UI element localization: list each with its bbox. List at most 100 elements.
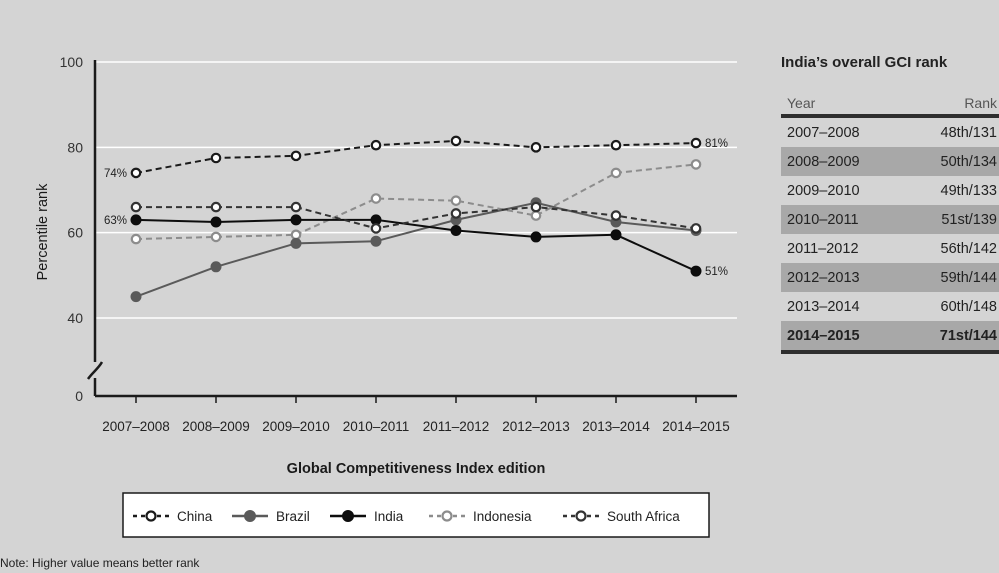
series-line-india <box>135 218 697 272</box>
data-point-china <box>450 135 462 147</box>
x-tick-label: 2007–2008 <box>102 419 170 434</box>
data-point-brazil <box>210 261 222 273</box>
rank-table-row: 2013–2014 60th/148 <box>781 292 999 321</box>
y-tick-label: 40 <box>67 310 83 326</box>
rank-value: 50th/134 <box>940 153 997 170</box>
data-point-south-africa <box>130 201 142 213</box>
y-tick-label: 60 <box>67 225 83 241</box>
x-tick-label: 2012–2013 <box>502 419 570 434</box>
data-point-india <box>210 216 222 228</box>
rank-table-row: 2009–2010 49th/133 <box>781 176 999 205</box>
rank-year: 2012–2013 <box>787 269 860 286</box>
data-label: 63% <box>104 215 127 227</box>
legend-label: India <box>374 509 404 524</box>
data-point-south-africa <box>690 223 702 234</box>
rank-year: 2011–2012 <box>787 240 859 257</box>
data-point-south-africa <box>450 208 462 219</box>
data-point-indonesia <box>530 210 542 221</box>
rank-year: 2013–2014 <box>787 298 860 315</box>
x-tick-label: 2011–2012 <box>423 419 490 434</box>
rank-column-header: Rank <box>964 95 997 111</box>
x-tick-label: 2013–2014 <box>582 419 650 434</box>
legend-marker-india <box>342 510 354 522</box>
data-point-south-africa <box>210 201 222 213</box>
rank-table-header: Year Rank <box>781 92 999 118</box>
legend-marker-south-africa <box>575 510 587 522</box>
data-point-china <box>130 167 142 179</box>
y-axis-title: Percentile rank <box>35 183 51 280</box>
india-rank-table: India’s overall GCI rank Year Rank 2007–… <box>781 52 999 354</box>
data-point-india <box>450 225 462 237</box>
legend-marker-brazil <box>244 510 256 522</box>
series-line-south-africa <box>136 206 697 230</box>
series-line-indonesia <box>135 163 697 241</box>
data-point-indonesia <box>130 233 142 245</box>
data-label: 74% <box>104 168 127 180</box>
data-point-indonesia <box>290 229 302 241</box>
data-point-south-africa <box>370 223 382 234</box>
x-axis-title: Global Competitiveness Index edition <box>287 461 546 477</box>
series-line-brazil <box>135 201 697 298</box>
x-tick-label: 2014–2015 <box>662 419 730 434</box>
rank-value: 71st/144 <box>939 327 997 344</box>
rank-value: 60th/148 <box>940 298 997 315</box>
data-point-south-africa <box>530 201 542 213</box>
data-point-india <box>610 229 622 241</box>
legend-marker-indonesia <box>441 510 453 522</box>
rank-year: 2008–2009 <box>787 153 860 170</box>
rank-table-body: 2007–2008 48th/131 2008–2009 50th/134 2009–2… <box>781 118 999 354</box>
data-point-india <box>130 214 142 226</box>
data-point-brazil <box>130 291 142 303</box>
rank-table-title: India’s overall GCI rank <box>781 54 948 71</box>
data-point-china <box>210 152 222 164</box>
data-point-china <box>370 139 382 151</box>
rank-table-row: 2007–2008 48th/131 <box>781 118 999 147</box>
data-point-indonesia <box>210 231 222 243</box>
legend-label: China <box>177 509 213 524</box>
x-tick-label: 2008–2009 <box>182 419 250 434</box>
rank-table-row: 2014–2015 71st/144 <box>781 321 999 354</box>
data-point-indonesia <box>370 193 382 204</box>
data-point-indonesia <box>690 159 702 170</box>
data-label: 51% <box>705 266 728 278</box>
data-point-china <box>610 139 622 151</box>
data-point-brazil <box>290 237 302 249</box>
rank-value: 48th/131 <box>940 124 997 141</box>
series-line-china <box>135 139 697 174</box>
data-point-china <box>290 150 302 162</box>
axis-break-mark <box>86 361 104 380</box>
data-point-indonesia <box>450 195 462 206</box>
y-tick-label: 0 <box>75 388 83 404</box>
x-tick-label: 2009–2010 <box>262 419 330 434</box>
data-point-south-africa <box>290 201 302 213</box>
rank-year: 2009–2010 <box>787 182 860 199</box>
footnote: Note: Higher value means better rank <box>0 556 200 570</box>
data-point-india <box>290 214 302 226</box>
rank-table-row: 2008–2009 50th/134 <box>781 147 999 176</box>
x-tick-label: 2010–2011 <box>343 419 410 434</box>
legend-label: South Africa <box>607 509 680 524</box>
rank-value: 59th/144 <box>940 269 997 286</box>
data-point-india <box>530 231 542 243</box>
rank-year: 2007–2008 <box>787 124 860 141</box>
rank-table-row: 2010–2011 51st/139 <box>781 205 999 234</box>
data-label: 81% <box>705 138 728 150</box>
data-point-brazil <box>370 235 382 247</box>
rank-year: 2010–2011 <box>787 211 859 228</box>
data-point-indonesia <box>610 167 622 179</box>
y-tick-label: 80 <box>67 139 83 155</box>
data-point-china <box>690 137 702 149</box>
data-point-india <box>690 265 702 277</box>
data-point-south-africa <box>610 210 622 221</box>
year-column-header: Year <box>787 95 816 111</box>
rank-table-row: 2012–2013 59th/144 <box>781 263 999 292</box>
legend-marker-china <box>145 510 157 522</box>
legend-label: Brazil <box>276 509 310 524</box>
rank-value: 51st/139 <box>941 211 997 228</box>
legend-box <box>122 492 710 538</box>
legend-label: Indonesia <box>473 509 532 524</box>
rank-value: 56th/142 <box>940 240 997 257</box>
rank-value: 49th/133 <box>940 182 997 199</box>
rank-year: 2014–2015 <box>787 327 860 344</box>
